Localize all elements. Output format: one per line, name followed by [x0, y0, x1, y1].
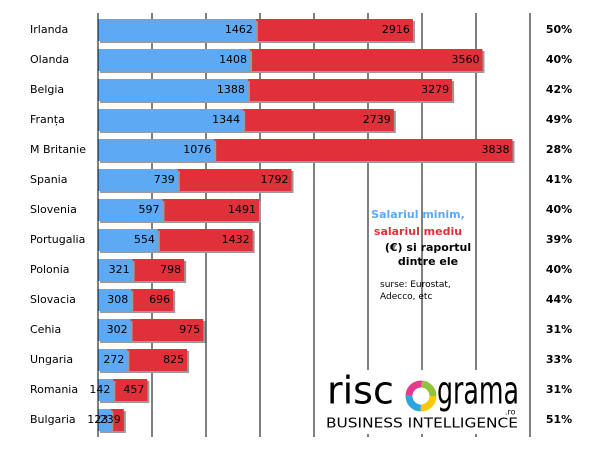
- logo-suffix: .ro: [505, 408, 516, 417]
- category-label: Portugalia: [30, 233, 85, 246]
- value-label: 1462: [225, 23, 253, 36]
- source-box: surse: Eurostat, Adecco, etc: [380, 280, 451, 302]
- category-label: Romania: [30, 383, 78, 396]
- value-label: 1408: [219, 53, 247, 66]
- value-label: 239: [100, 413, 121, 426]
- value-label: 321: [109, 263, 130, 276]
- bar: [98, 109, 244, 131]
- value-label: 1388: [217, 83, 245, 96]
- ratio-label: 49%: [546, 113, 572, 126]
- ratio-label: 31%: [546, 383, 572, 396]
- ratio-label: 51%: [546, 413, 572, 426]
- ring-seg: [405, 380, 437, 412]
- value-label: 1344: [212, 113, 240, 126]
- bar: [98, 199, 163, 221]
- category-label: Olanda: [30, 53, 69, 66]
- legend-note: (€) si raportul dintre ele: [384, 241, 472, 268]
- value-label: 739: [154, 173, 175, 186]
- bar: [98, 259, 133, 281]
- bar: [98, 139, 215, 161]
- bar: [98, 229, 158, 251]
- ratio-label: 28%: [546, 143, 572, 156]
- value-label: 457: [123, 383, 144, 396]
- category-label: Belgia: [30, 83, 64, 96]
- bar: [98, 169, 178, 191]
- value-label: 272: [103, 353, 124, 366]
- ratio-label: 42%: [546, 83, 572, 96]
- bar: [98, 319, 131, 341]
- source: surse: Eurostat, Adecco, etc: [380, 280, 451, 302]
- logo-left: risc: [327, 369, 394, 413]
- value-label: 142: [89, 383, 110, 396]
- value-label: 1491: [228, 203, 256, 216]
- value-label: 3560: [451, 53, 479, 66]
- value-label: 1076: [183, 143, 211, 156]
- ratio-label: 41%: [546, 173, 572, 186]
- category-label: Slovenia: [30, 203, 77, 216]
- logo-tagline: BUSINESS INTELLIGENCE: [326, 417, 518, 432]
- value-label: 696: [149, 293, 170, 306]
- ratio-label: 31%: [546, 323, 572, 336]
- category-label: Franța: [30, 113, 65, 126]
- bar: [98, 349, 128, 371]
- bar: [98, 409, 112, 431]
- logo-ring: [405, 380, 437, 412]
- value-label: 825: [163, 353, 184, 366]
- category-label: Irlanda: [30, 23, 68, 36]
- ratio-label: 44%: [546, 293, 572, 306]
- ratio-label: 50%: [546, 23, 572, 36]
- category-label: Slovacia: [30, 293, 76, 306]
- ratio-label: 39%: [546, 233, 572, 246]
- value-label: 3838: [482, 143, 510, 156]
- value-label: 308: [107, 293, 128, 306]
- value-label: 554: [134, 233, 155, 246]
- ring-seg: [405, 380, 437, 412]
- bar: [98, 49, 251, 71]
- value-label: 2739: [363, 113, 391, 126]
- value-label: 2916: [382, 23, 410, 36]
- category-label: M Britanie: [30, 143, 86, 156]
- legend-note-box: (€) si raportul dintre ele: [384, 241, 472, 268]
- legend: Salariul minim, salariul mediu (€) si ra…: [371, 208, 472, 302]
- category-label: Cehia: [30, 323, 61, 336]
- value-label: 1792: [261, 173, 289, 186]
- bar: [98, 379, 114, 401]
- logo-right: grama: [437, 369, 519, 413]
- ratio-label: 40%: [546, 203, 572, 216]
- bar: [98, 79, 248, 101]
- value-label: 3279: [421, 83, 449, 96]
- bar: [98, 19, 256, 41]
- value-label: 302: [107, 323, 128, 336]
- ring-seg: [405, 380, 437, 412]
- value-label: 1432: [222, 233, 250, 246]
- logo: risc grama .ro BUSINESS INTELLIGENCE: [323, 369, 523, 434]
- ratio-label: 40%: [546, 53, 572, 66]
- category-label: Bulgaria: [30, 413, 76, 426]
- category-label: Polonia: [30, 263, 70, 276]
- value-label: 597: [138, 203, 159, 216]
- category-label: Spania: [30, 173, 67, 186]
- bar: [98, 289, 132, 311]
- legend-min: Salariul minim,: [371, 208, 465, 221]
- ratio-label: 33%: [546, 353, 572, 366]
- legend-avg: salariul mediu: [374, 225, 462, 238]
- value-label: 975: [179, 323, 200, 336]
- ratio-label: 40%: [546, 263, 572, 276]
- category-label: Ungaria: [30, 353, 73, 366]
- value-label: 798: [160, 263, 181, 276]
